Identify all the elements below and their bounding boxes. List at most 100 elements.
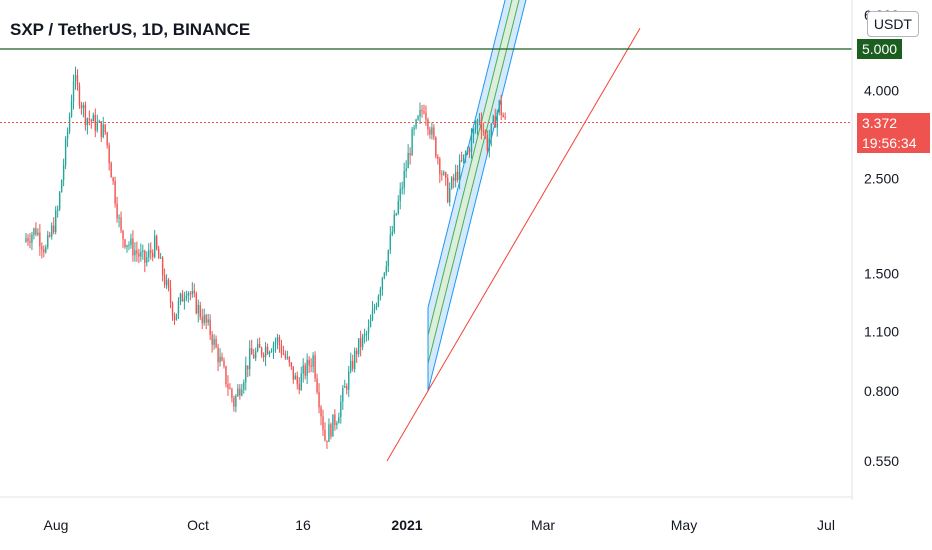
candle-body <box>350 360 352 372</box>
candle-body <box>397 201 399 214</box>
candle-body <box>260 347 263 355</box>
candle-body <box>201 317 203 324</box>
candle-body <box>86 118 89 126</box>
price-tick-label: 4.000 <box>864 83 899 99</box>
candle-body <box>427 119 429 130</box>
candle-body <box>318 392 320 408</box>
candle-body <box>472 129 475 136</box>
candle-body <box>43 249 45 253</box>
candle-body <box>185 295 188 299</box>
candle-body <box>148 250 150 258</box>
candle-body <box>443 172 445 175</box>
candle-body <box>215 339 217 348</box>
candle-body <box>367 327 370 334</box>
time-axis[interactable]: Aug Oct 16 2021 Mar May Jul <box>44 517 835 533</box>
candle-body <box>296 375 298 385</box>
candle-body <box>447 177 449 203</box>
candle-body <box>433 127 435 138</box>
time-tick-label: May <box>671 517 697 533</box>
candle-body <box>458 160 461 180</box>
candle-body <box>441 173 443 175</box>
candle-body <box>460 160 463 162</box>
candle-body <box>276 337 279 343</box>
candle-body <box>393 214 395 232</box>
time-tick-label: Aug <box>44 517 69 533</box>
candle-body <box>375 305 378 308</box>
candle-body <box>411 129 413 156</box>
candle-body <box>482 130 485 132</box>
candle-body <box>338 417 340 424</box>
candle-body <box>221 356 223 361</box>
channel-lower-mid-line <box>427 0 520 364</box>
candle-body <box>144 250 146 263</box>
candle-body <box>39 232 41 247</box>
candle-body <box>167 279 170 289</box>
candle-body <box>211 334 213 345</box>
currency-button[interactable]: USDT <box>866 11 919 37</box>
candle-body <box>342 387 344 402</box>
candle-body <box>58 192 61 210</box>
candle-body <box>213 339 215 345</box>
candle-body <box>171 302 174 317</box>
candle-body <box>49 234 51 237</box>
candle-body <box>437 156 439 159</box>
candle-body <box>55 210 57 233</box>
candle-body <box>249 348 251 370</box>
channel-upper-band <box>428 0 512 336</box>
candle-body <box>124 239 126 248</box>
candle-body <box>94 115 96 131</box>
candle-body <box>332 414 334 437</box>
candle-body <box>140 251 142 257</box>
candle-body <box>120 217 122 231</box>
candle-body <box>175 313 178 321</box>
candle-body <box>452 177 455 181</box>
candle-body <box>187 293 190 296</box>
candle-body <box>278 337 281 346</box>
candle-body <box>320 407 322 417</box>
candle-body <box>27 238 29 242</box>
candle-body <box>152 252 154 257</box>
candle-body <box>268 351 271 355</box>
candle-body <box>98 121 100 123</box>
candle-body <box>106 132 108 146</box>
candle-body <box>179 293 182 302</box>
candle-body <box>328 424 330 442</box>
candle-body <box>456 171 459 180</box>
candle-body <box>306 359 308 376</box>
regression-channel[interactable] <box>386 0 650 462</box>
candle-body <box>90 119 93 122</box>
candle-body <box>462 154 465 161</box>
candle-body <box>292 366 294 380</box>
candle-body <box>322 416 324 430</box>
candle-body <box>272 344 275 352</box>
candle-body <box>80 105 83 109</box>
candle-body <box>163 275 166 286</box>
candle-body <box>231 389 233 398</box>
candle-body <box>270 351 273 353</box>
candle-body <box>70 101 73 117</box>
candle-body <box>454 171 457 181</box>
candle-body <box>78 85 81 106</box>
time-tick-label: Jul <box>817 517 835 533</box>
candle-body <box>157 248 160 259</box>
candle-body <box>476 120 479 128</box>
candle-body <box>108 145 110 163</box>
candle-body <box>488 138 491 151</box>
candle-body <box>189 293 192 295</box>
candle-body <box>290 362 293 367</box>
candle-body <box>302 365 304 374</box>
candle-body <box>37 232 39 235</box>
candle-body <box>344 386 346 388</box>
candle-body <box>421 109 423 112</box>
candle-body <box>243 382 245 390</box>
candle-body <box>84 104 87 126</box>
candle-body <box>181 293 184 302</box>
candle-body <box>191 290 194 295</box>
last-price-tag: 3.372 <box>857 112 930 133</box>
candle-body <box>336 423 338 425</box>
candle-body <box>498 100 500 113</box>
candle-body <box>225 366 227 385</box>
candle-body <box>262 354 265 358</box>
